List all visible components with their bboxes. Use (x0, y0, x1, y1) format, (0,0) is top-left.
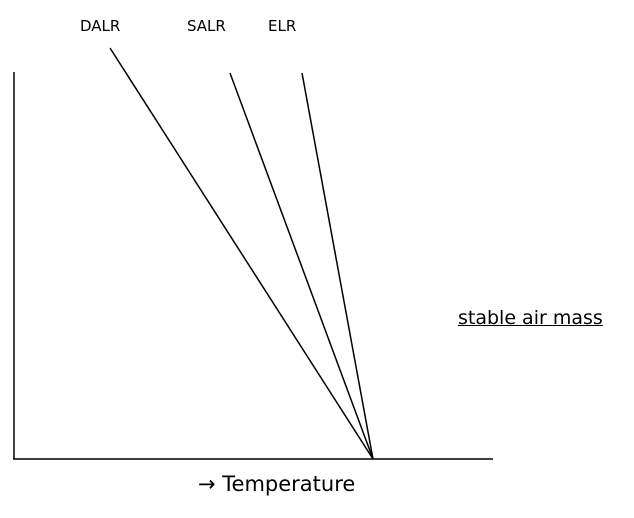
elr-line (301, 72, 374, 460)
dalr-line (109, 47, 374, 460)
elr-label: ELR (268, 17, 297, 35)
stable-air-mass-caption: stable air mass (458, 307, 603, 329)
dalr-label: DALR (80, 17, 121, 35)
x-axis-label: → Temperature (198, 472, 356, 496)
salr-line (229, 72, 374, 460)
salr-label: SALR (187, 17, 226, 35)
